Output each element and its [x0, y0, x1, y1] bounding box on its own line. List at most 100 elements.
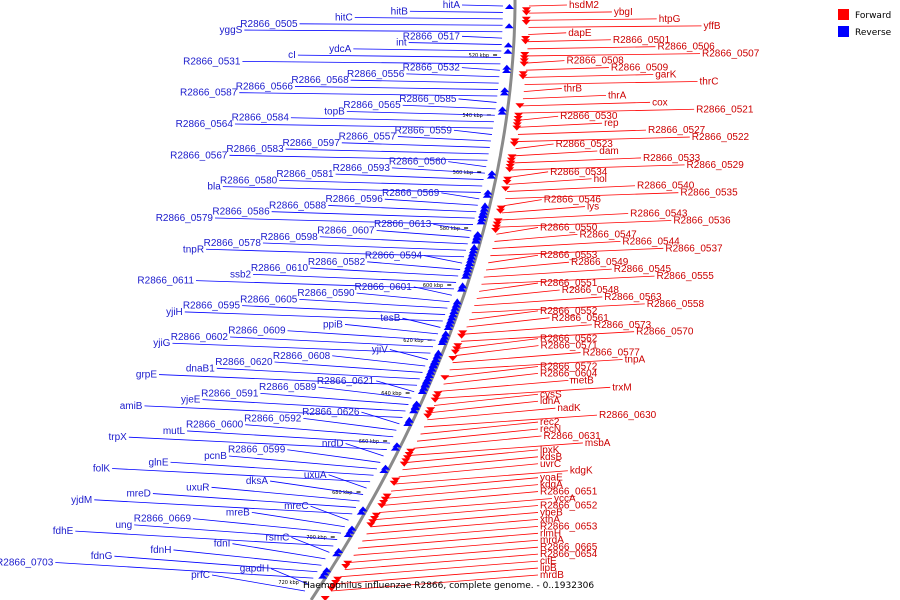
forward-gene: [379, 500, 389, 505]
gene-leader: [479, 282, 539, 292]
gene-leader: [490, 247, 664, 257]
reverse-gene: [477, 215, 487, 222]
forward-gene: [426, 407, 436, 413]
reverse-gene-label: fdnH: [150, 545, 171, 556]
gene-leader: [406, 449, 539, 463]
reverse-gene-label: nrdD: [322, 438, 344, 449]
reverse-gene-label: pcnB: [204, 451, 227, 462]
reverse-gene: [499, 90, 509, 96]
gene-leader: [389, 349, 428, 360]
forward-gene: [512, 125, 522, 131]
forward-gene: [520, 52, 530, 57]
reverse-gene: [437, 340, 447, 345]
gene-leader: [319, 236, 468, 245]
reverse-gene-label: tesB: [380, 313, 400, 324]
gene-leader: [402, 104, 496, 110]
scale-tick-label: 640 kbp: [381, 391, 401, 397]
reverse-gene: [448, 311, 458, 318]
forward-gene: [491, 224, 501, 230]
gene-leader: [453, 129, 492, 135]
reverse-gene-label: ung: [116, 520, 133, 531]
forward-gene-label: R2866_0555: [656, 271, 714, 282]
forward-gene-label: R2866_0509: [611, 63, 669, 74]
gene-leader: [461, 35, 503, 39]
reverse-gene-label: yggS: [220, 25, 243, 36]
reverse-gene-label: R2866_0560: [389, 157, 447, 168]
gene-leader: [461, 67, 500, 71]
reverse-gene: [502, 64, 512, 70]
forward-gene: [506, 160, 516, 166]
gene-leader: [345, 443, 384, 457]
reverse-gene-label: ppiB: [323, 319, 343, 330]
reverse-gene-label: R2866_0565: [343, 100, 401, 111]
gene-leader: [521, 108, 695, 114]
gene-leader: [287, 449, 381, 463]
gene-leader: [310, 505, 349, 521]
forward-gene-label: R2866_0534: [550, 167, 608, 178]
gene-leader: [469, 310, 539, 321]
gene-leader: [466, 317, 550, 328]
forward-gene-label: mrdA: [540, 535, 564, 546]
reverse-gene: [502, 68, 512, 73]
gene-leader: [374, 505, 539, 521]
forward-gene-label: hsdM2: [569, 0, 599, 11]
reverse-gene-label: R2866_0557: [339, 132, 397, 143]
gene-leader: [416, 428, 539, 442]
reverse-gene-label: R2866_0582: [308, 257, 366, 268]
gene-leader: [496, 227, 539, 235]
forward-gene: [521, 10, 531, 16]
reverse-gene: [498, 106, 508, 112]
gene-leader: [239, 92, 498, 97]
reverse-gene: [462, 269, 472, 276]
forward-gene: [452, 346, 462, 352]
forward-gene: [401, 458, 411, 464]
map-caption: Haemophilus influenzae R2866, complete g…: [303, 581, 594, 591]
gene-leader: [448, 161, 487, 168]
reverse-gene: [473, 231, 483, 238]
gene-leader: [376, 230, 470, 238]
reverse-gene-label: R2866_0669: [134, 514, 192, 525]
reverse-gene: [343, 532, 353, 537]
forward-gene-label: uvrC: [540, 459, 561, 470]
forward-gene-label: ybgI: [614, 7, 633, 18]
gene-leader: [409, 10, 503, 13]
gene-leader: [353, 48, 502, 52]
reverse-gene-label: R2866_0611: [137, 276, 194, 287]
reverse-gene-label: R2866_0596: [326, 194, 384, 205]
reverse-gene-label: R2866_0599: [228, 445, 286, 456]
gene-leader: [437, 386, 611, 399]
gene-leader: [505, 192, 679, 200]
gene-leader: [114, 555, 318, 573]
gene-leader: [485, 261, 570, 271]
legend-forward-swatch: [838, 9, 849, 20]
forward-gene-label: R2866_0521: [696, 104, 754, 115]
reverse-gene-label: fdnG: [91, 551, 113, 562]
reverse-gene-label: R2866_0592: [244, 413, 302, 424]
reverse-gene-label: fdhE: [53, 526, 74, 537]
forward-gene: [515, 103, 525, 109]
gene-leader: [430, 400, 539, 414]
gene-leader: [446, 366, 539, 378]
forward-gene-label: mrdB: [540, 570, 564, 581]
forward-gene: [326, 586, 336, 592]
forward-gene-label: R2866_0562: [540, 334, 598, 345]
reverse-gene: [318, 573, 328, 579]
gene-leader: [526, 60, 565, 64]
gene-leader: [299, 23, 503, 26]
forward-gene-label: R2866_0665: [540, 542, 598, 553]
forward-gene: [520, 55, 530, 61]
gene-leader: [346, 111, 495, 116]
gene-leader: [458, 98, 497, 103]
reverse-gene: [463, 266, 473, 273]
forward-gene-label: xthA: [540, 514, 560, 525]
gene-leader: [476, 289, 560, 299]
forward-gene-label: R2866_0553: [540, 250, 598, 261]
gene-leader: [471, 303, 645, 314]
gene-leader: [172, 342, 431, 354]
forward-gene-label: R2866_0546: [544, 195, 602, 206]
reverse-gene: [332, 551, 342, 557]
forward-gene-label: dam: [599, 146, 618, 157]
reverse-gene-label: R2866_0590: [297, 288, 355, 299]
gene-leader: [370, 512, 539, 528]
gene-leader: [516, 136, 690, 142]
